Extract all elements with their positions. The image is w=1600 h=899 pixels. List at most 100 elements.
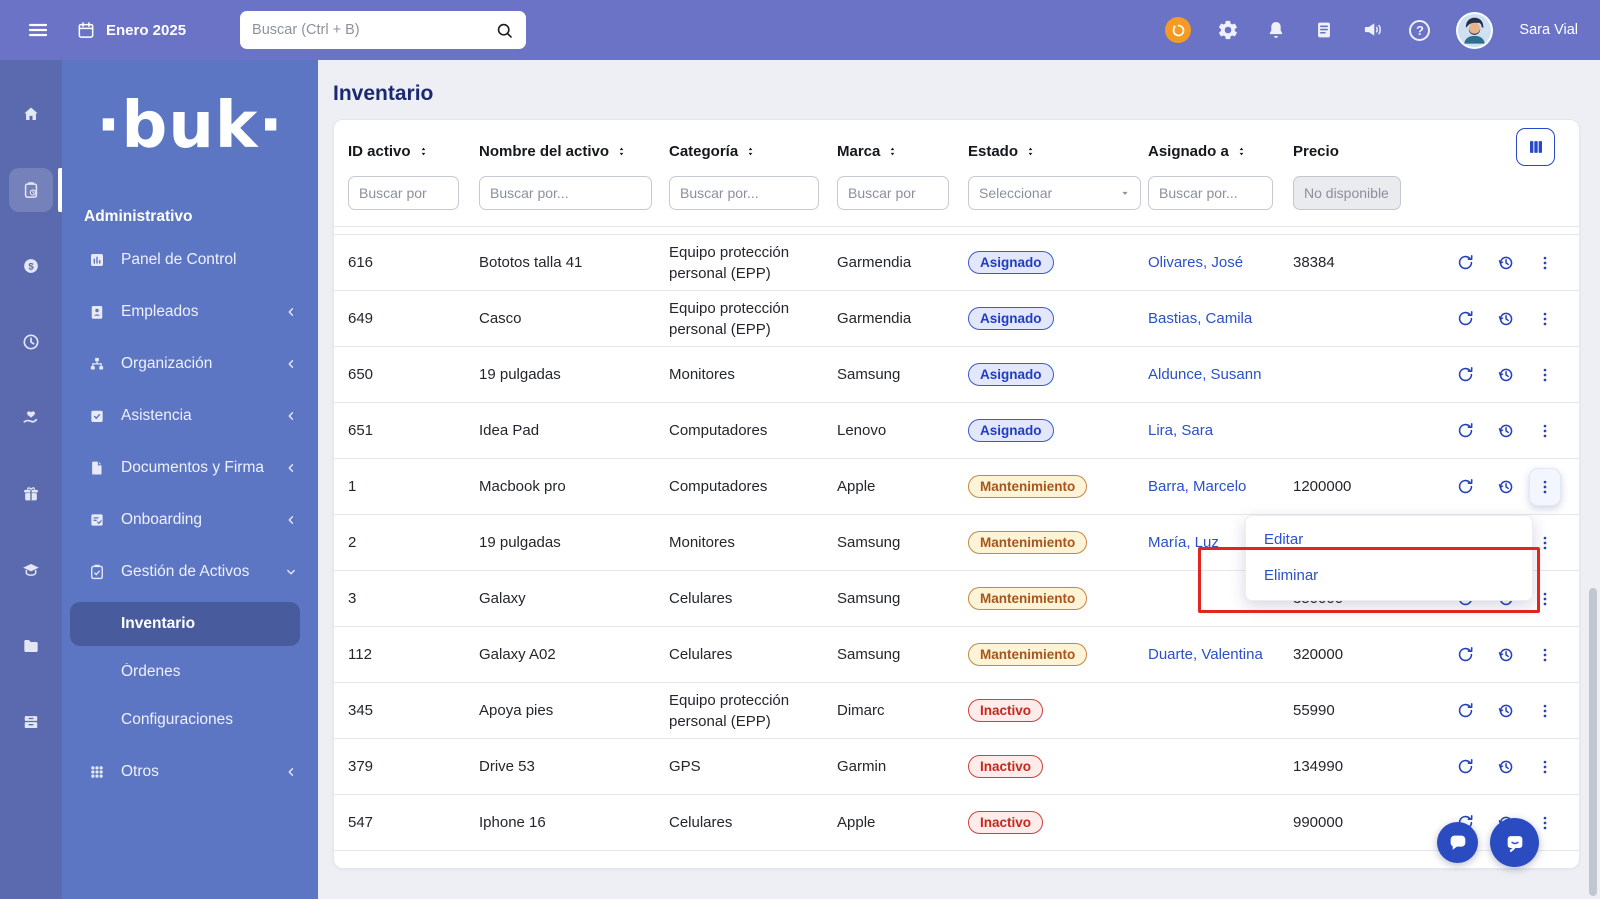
filter-input-0[interactable] xyxy=(348,176,459,210)
assignee-link[interactable]: Bastias, Camila xyxy=(1148,310,1253,327)
rail-item-gifts-box[interactable] xyxy=(0,472,62,516)
cell-nombre: Idea Pad xyxy=(479,422,540,439)
news-document-icon[interactable] xyxy=(1313,19,1335,41)
sidebar-item-gestion-de-activos[interactable]: Gestión de Activos xyxy=(62,546,318,598)
filter-input-5[interactable] xyxy=(1148,176,1273,210)
chat-bubble-button[interactable] xyxy=(1437,822,1478,863)
sidebar-item-inventario[interactable]: Inventario xyxy=(70,602,300,646)
row-menu-button[interactable] xyxy=(1529,748,1561,786)
reassign-button[interactable] xyxy=(1449,748,1481,786)
sort-icon[interactable] xyxy=(887,145,898,158)
column-settings-button[interactable] xyxy=(1516,128,1555,166)
chevron-down-icon[interactable] xyxy=(284,565,298,579)
sidebar-item-panel-de-control[interactable]: Panel de Control xyxy=(62,234,318,286)
vertical-scrollbar[interactable] xyxy=(1589,588,1597,896)
search-icon[interactable] xyxy=(495,21,514,40)
sort-icon[interactable] xyxy=(616,145,627,158)
sidebar-item-organizacion[interactable]: Organización xyxy=(62,338,318,390)
chevron-left-icon[interactable] xyxy=(284,305,298,319)
filter-input-3[interactable] xyxy=(837,176,949,210)
table-row-345: 345 Apoya pies Equipo protección personal … xyxy=(334,683,1579,739)
assignee-link[interactable]: Duarte, Valentina xyxy=(1148,646,1263,663)
history-button[interactable] xyxy=(1489,244,1521,282)
history-button[interactable] xyxy=(1489,636,1521,674)
sort-icon[interactable] xyxy=(1025,145,1036,158)
row-menu-button[interactable] xyxy=(1529,636,1561,674)
column-header-4[interactable]: Estado xyxy=(968,138,1148,164)
sort-icon[interactable] xyxy=(745,145,756,158)
sidebar-item-otros[interactable]: Otros xyxy=(62,746,318,798)
rail-item-archive-drawer[interactable] xyxy=(0,700,62,744)
reassign-button[interactable] xyxy=(1449,468,1481,506)
sort-icon[interactable] xyxy=(418,145,429,158)
column-header-0[interactable]: ID activo xyxy=(334,138,479,164)
reassign-button[interactable] xyxy=(1449,300,1481,338)
assignee-link[interactable]: Aldunce, Susann xyxy=(1148,366,1262,383)
user-name[interactable]: Sara Vial xyxy=(1519,22,1578,38)
column-header-3[interactable]: Marca xyxy=(837,138,968,164)
notifications-bell-icon[interactable] xyxy=(1265,19,1287,41)
column-header-2[interactable]: Categoría xyxy=(669,138,837,164)
row-menu-button[interactable] xyxy=(1529,580,1561,618)
chevron-left-icon[interactable] xyxy=(284,513,298,527)
row-menu-button[interactable] xyxy=(1529,356,1561,394)
history-button[interactable] xyxy=(1489,692,1521,730)
chevron-left-icon[interactable] xyxy=(284,461,298,475)
history-button[interactable] xyxy=(1489,300,1521,338)
chevron-left-icon[interactable] xyxy=(284,357,298,371)
period-selector[interactable]: Enero 2025 xyxy=(76,20,186,40)
row-menu-button[interactable] xyxy=(1529,300,1561,338)
settings-gear-icon[interactable] xyxy=(1217,19,1239,41)
sidebar-item-ordenes[interactable]: Órdenes xyxy=(121,663,181,680)
rail-item-payments-dollar[interactable]: $ xyxy=(0,244,62,288)
row-menu-button[interactable] xyxy=(1529,244,1561,282)
sidebar-item-empleados[interactable]: Empleados xyxy=(62,286,318,338)
rail-item-benefits-hand-heart[interactable] xyxy=(0,396,62,440)
help-icon[interactable]: ? xyxy=(1409,19,1431,41)
row-menu-button[interactable] xyxy=(1529,804,1561,842)
rail-item-time-clock[interactable] xyxy=(0,320,62,364)
row-menu-button[interactable] xyxy=(1529,524,1561,562)
rail-item-home[interactable] xyxy=(0,92,62,136)
menu-item-editar[interactable]: Editar xyxy=(1264,531,1304,548)
reassign-button[interactable] xyxy=(1449,244,1481,282)
reassign-button[interactable] xyxy=(1449,412,1481,450)
history-button[interactable] xyxy=(1489,748,1521,786)
rail-item-training-graduation[interactable] xyxy=(0,548,62,592)
sidebar-item-asistencia[interactable]: Asistencia xyxy=(62,390,318,442)
chevron-left-icon[interactable] xyxy=(284,765,298,779)
announcements-megaphone-icon[interactable] xyxy=(1361,19,1383,41)
history-button[interactable] xyxy=(1489,412,1521,450)
reassign-button[interactable] xyxy=(1449,692,1481,730)
assignee-link[interactable]: María, Luz xyxy=(1148,534,1219,551)
column-header-5[interactable]: Asignado a xyxy=(1148,138,1293,164)
rail-item-assets-clipboard[interactable] xyxy=(0,168,62,212)
filter-select-estado[interactable]: Seleccionar xyxy=(968,176,1141,210)
assignee-link[interactable]: Barra, Marcelo xyxy=(1148,478,1247,495)
sidebar-item-documentos-y-firma[interactable]: Documentos y Firma xyxy=(62,442,318,494)
row-menu-button[interactable] xyxy=(1529,467,1561,506)
global-search[interactable] xyxy=(240,11,527,49)
filter-input-1[interactable] xyxy=(479,176,652,210)
assignee-link[interactable]: Lira, Sara xyxy=(1148,422,1214,439)
hamburger-menu-icon[interactable] xyxy=(26,18,50,42)
column-header-1[interactable]: Nombre del activo xyxy=(479,138,669,164)
sidebar-item-onboarding[interactable]: Onboarding xyxy=(62,494,318,546)
buk-apps-icon[interactable] xyxy=(1165,17,1192,43)
reassign-button[interactable] xyxy=(1449,636,1481,674)
rail-item-files-folder[interactable] xyxy=(0,624,62,668)
menu-item-eliminar[interactable]: Eliminar xyxy=(1264,567,1319,584)
row-menu-button[interactable] xyxy=(1529,692,1561,730)
sort-icon[interactable] xyxy=(1236,145,1247,158)
assignee-link[interactable]: Olivares, José xyxy=(1148,254,1244,271)
chevron-left-icon[interactable] xyxy=(284,409,298,423)
filter-input-2[interactable] xyxy=(669,176,819,210)
history-button[interactable] xyxy=(1489,356,1521,394)
row-menu-button[interactable] xyxy=(1529,412,1561,450)
support-chat-button[interactable] xyxy=(1490,818,1539,867)
sidebar-item-configuraciones[interactable]: Configuraciones xyxy=(121,711,234,728)
reassign-button[interactable] xyxy=(1449,356,1481,394)
history-button[interactable] xyxy=(1489,468,1521,506)
user-avatar[interactable] xyxy=(1456,11,1494,49)
search-input[interactable] xyxy=(252,22,496,38)
